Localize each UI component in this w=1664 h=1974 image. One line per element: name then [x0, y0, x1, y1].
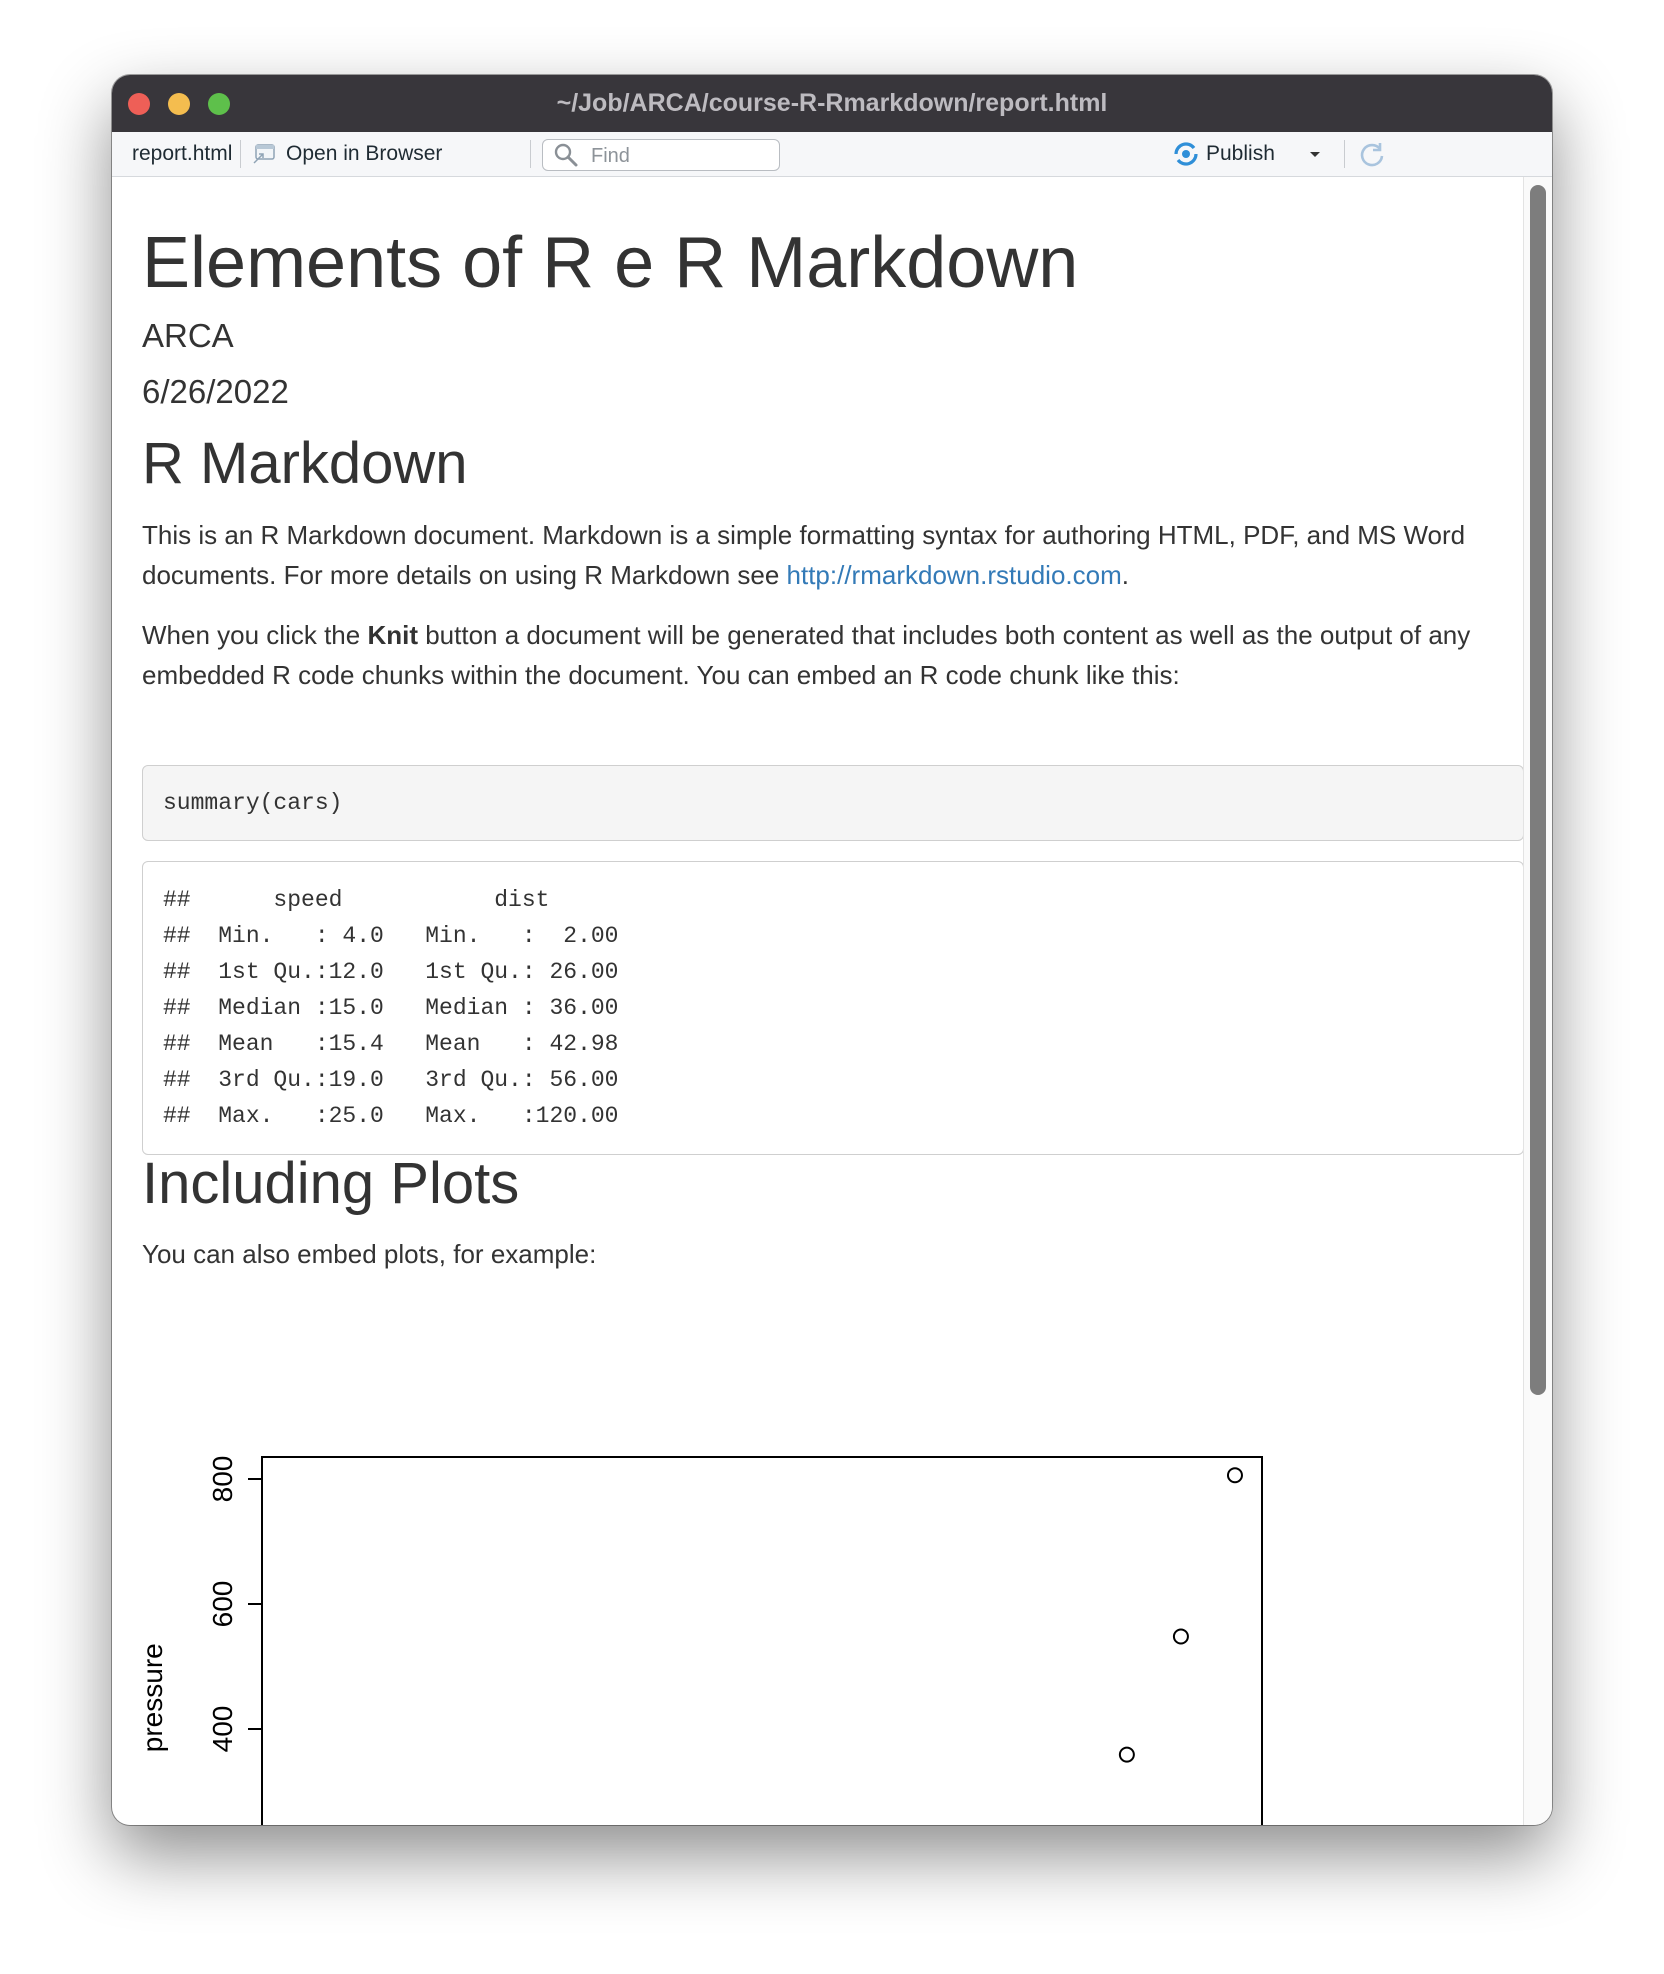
- caret-down-icon: [1310, 152, 1320, 157]
- section-heading-r-markdown: R Markdown: [142, 431, 468, 496]
- rmarkdown-link[interactable]: http://rmarkdown.rstudio.com: [786, 560, 1122, 590]
- knit-paragraph: When you click the Knit button a documen…: [142, 615, 1522, 695]
- document-title: Elements of R e R Markdown: [142, 223, 1079, 303]
- document-date: 6/26/2022: [142, 373, 289, 410]
- document-author: ARCA: [142, 317, 234, 354]
- search-icon: [554, 143, 578, 167]
- open-in-browser-label: Open in Browser: [286, 142, 443, 165]
- window-title: ~/Job/ARCA/course-R-Rmarkdown/report.htm…: [556, 89, 1108, 117]
- output-line: ## Max. :25.0 Max. :120.00: [163, 1103, 647, 1129]
- knit-text-end: button a document will be generated that…: [142, 620, 1471, 690]
- intro-period: .: [1121, 560, 1129, 590]
- code-output: ## speed dist ## Min. : 4.0 Min. : 2.00 …: [142, 861, 1524, 1155]
- find-box[interactable]: [542, 139, 780, 171]
- output-line: ## 1st Qu.:12.0 1st Qu.: 26.00: [163, 959, 647, 985]
- knit-bold: Knit: [367, 620, 418, 650]
- refresh-button[interactable]: [1358, 132, 1386, 176]
- y-tick-label: 400: [207, 1706, 238, 1753]
- file-tab[interactable]: report.html: [132, 142, 233, 165]
- report-viewer-window: ~/Job/ARCA/course-R-Rmarkdown/report.htm…: [112, 75, 1552, 1825]
- viewer-toolbar: report.html Open in Browser: [112, 132, 1552, 177]
- refresh-icon: [1360, 143, 1384, 167]
- minimize-window-button[interactable]: [168, 93, 190, 115]
- toolbar-divider: [530, 140, 531, 168]
- browser-window-icon: [253, 144, 275, 164]
- publish-button[interactable]: Publish: [1172, 132, 1298, 176]
- toolbar-divider: [240, 140, 241, 168]
- scrollbar-thumb[interactable]: [1530, 185, 1546, 1395]
- open-in-browser-button[interactable]: Open in Browser: [252, 132, 447, 176]
- find-input[interactable]: [589, 142, 773, 170]
- code-chunk: summary(cars): [142, 765, 1524, 841]
- output-line: ## speed dist: [163, 887, 647, 913]
- y-tick-label: 600: [207, 1581, 238, 1628]
- close-window-button[interactable]: [128, 93, 150, 115]
- output-line: ## Median :15.0 Median : 36.00: [163, 995, 647, 1021]
- data-point: [1118, 1746, 1135, 1763]
- title-bar: ~/Job/ARCA/course-R-Rmarkdown/report.htm…: [112, 75, 1552, 132]
- intro-text: This is an R Markdown document. Markdown…: [142, 520, 1466, 590]
- publish-dropdown[interactable]: [1308, 132, 1324, 176]
- pressure-scatter-plot: 400 600 800 pressure: [137, 1456, 1263, 1825]
- plot-frame: [261, 1456, 1263, 1825]
- data-point: [1226, 1467, 1243, 1484]
- publish-label: Publish: [1206, 142, 1275, 165]
- y-tick-label: 800: [207, 1456, 238, 1503]
- plots-paragraph: You can also embed plots, for example:: [142, 1239, 597, 1269]
- section-heading-including-plots: Including Plots: [142, 1151, 520, 1216]
- document-content: Elements of R e R Markdown ARCA 6/26/202…: [112, 177, 1524, 1825]
- zoom-window-button[interactable]: [208, 93, 230, 115]
- knit-text-start: When you click the: [142, 620, 368, 650]
- output-line: ## Mean :15.4 Mean : 42.98: [163, 1031, 647, 1057]
- y-axis-label: pressure: [137, 1643, 168, 1752]
- output-line: ## Min. : 4.0 Min. : 2.00: [163, 923, 647, 949]
- intro-paragraph: This is an R Markdown document. Markdown…: [142, 515, 1522, 595]
- publish-icon: [1174, 142, 1198, 166]
- toolbar-divider: [1344, 140, 1345, 168]
- output-line: ## 3rd Qu.:19.0 3rd Qu.: 56.00: [163, 1067, 647, 1093]
- data-point: [1172, 1628, 1189, 1645]
- vertical-scrollbar[interactable]: [1523, 177, 1552, 1825]
